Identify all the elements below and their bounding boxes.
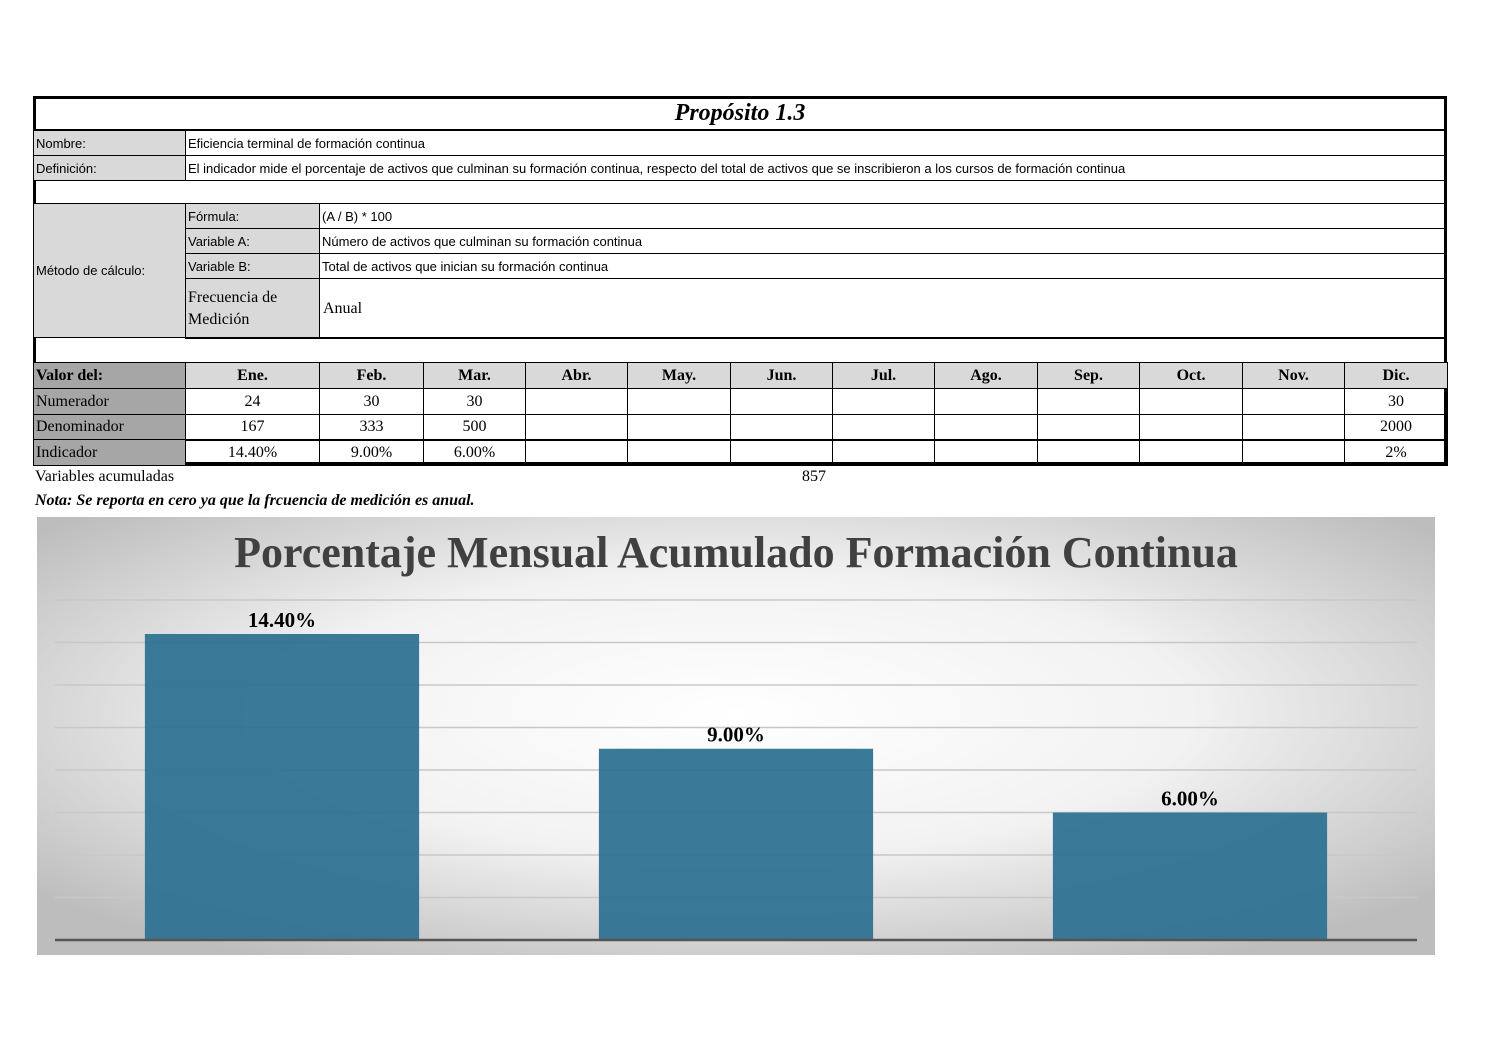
method-row-value: Número de activos que culminan su formac… xyxy=(319,228,1447,254)
blank-row xyxy=(33,337,1447,363)
method-row-value: Anual xyxy=(319,278,1447,339)
values-header: Valor del: xyxy=(33,362,186,389)
info-label: Nombre: xyxy=(33,130,186,156)
value-cell xyxy=(1139,413,1243,441)
value-cell: 167 xyxy=(185,413,320,441)
month-header: Dic. xyxy=(1344,362,1448,389)
value-cell xyxy=(627,388,731,415)
value-cell xyxy=(1242,388,1345,415)
row-label: Denominador xyxy=(33,413,186,441)
value-cell xyxy=(1242,413,1345,441)
value-cell xyxy=(627,413,731,441)
value-cell xyxy=(1037,413,1140,441)
value-cell xyxy=(1139,388,1243,415)
row-label: Numerador xyxy=(33,388,186,415)
value-cell: 6.00% xyxy=(423,439,526,467)
method-row-label: Fórmula: xyxy=(185,203,320,229)
value-cell: 14.40% xyxy=(185,439,320,467)
value-cell xyxy=(832,388,935,415)
month-header: Abr. xyxy=(525,362,628,389)
value-cell: 30 xyxy=(319,388,424,415)
value-cell xyxy=(934,439,1038,467)
accumulated-value: 857 xyxy=(802,468,826,485)
value-cell: 30 xyxy=(1344,388,1448,415)
info-value: Eficiencia terminal de formación continu… xyxy=(185,130,1447,156)
month-header: Oct. xyxy=(1139,362,1243,389)
value-cell xyxy=(934,413,1038,441)
month-header: Feb. xyxy=(319,362,424,389)
month-header: Ago. xyxy=(934,362,1038,389)
info-value: El indicador mide el porcentaje de activ… xyxy=(185,155,1447,181)
x-tick-label: MAR xyxy=(1169,953,1213,955)
value-cell xyxy=(1037,388,1140,415)
method-row-value: (A / B) * 100 xyxy=(319,203,1447,229)
method-row-label: Variable B: xyxy=(185,253,320,279)
x-tick-label: ENE xyxy=(263,953,300,955)
value-cell xyxy=(627,439,731,467)
data-label: 9.00% xyxy=(707,723,765,747)
data-label: 6.00% xyxy=(1161,786,1219,810)
value-cell xyxy=(730,388,833,415)
value-cell: 500 xyxy=(423,413,526,441)
value-cell xyxy=(525,413,628,441)
month-header: Jul. xyxy=(832,362,935,389)
method-row-label: Frecuencia de Medición xyxy=(185,278,320,339)
value-cell xyxy=(832,439,935,467)
bar xyxy=(144,634,420,940)
accumulated-label: Variables acumuladas xyxy=(35,468,175,485)
blank-row xyxy=(33,180,1447,204)
value-cell: 9.00% xyxy=(319,439,424,467)
value-cell xyxy=(1242,439,1345,467)
value-cell xyxy=(730,413,833,441)
x-tick-label: FEB xyxy=(718,953,753,955)
value-cell: 2000 xyxy=(1344,413,1448,441)
chart-title: Porcentaje Mensual Acumulado Formación C… xyxy=(234,528,1238,577)
value-cell xyxy=(730,439,833,467)
info-label: Definición: xyxy=(33,155,186,181)
value-cell: 24 xyxy=(185,388,320,415)
month-header: Jun. xyxy=(730,362,833,389)
value-cell: 30 xyxy=(423,388,526,415)
month-header: Mar. xyxy=(423,362,526,389)
month-header: May. xyxy=(627,362,731,389)
month-header: Ene. xyxy=(185,362,320,389)
bar xyxy=(1052,812,1328,940)
value-cell xyxy=(525,439,628,467)
bar xyxy=(598,748,874,940)
month-header: Sep. xyxy=(1037,362,1140,389)
value-cell xyxy=(832,413,935,441)
data-label: 14.40% xyxy=(248,608,316,632)
method-label: Método de cálculo: xyxy=(33,203,186,338)
chart: Porcentaje Mensual Acumulado Formación C… xyxy=(37,517,1435,955)
table-title: Propósito 1.3 xyxy=(33,96,1447,130)
value-cell xyxy=(525,388,628,415)
value-cell xyxy=(1139,439,1243,467)
note: Nota: Se reporta en cero ya que la frcue… xyxy=(35,492,475,509)
month-header: Nov. xyxy=(1242,362,1345,389)
value-cell: 2% xyxy=(1344,439,1448,467)
row-label: Indicador xyxy=(33,439,186,467)
method-row-label: Variable A: xyxy=(185,228,320,254)
method-row-value: Total de activos que inician su formació… xyxy=(319,253,1447,279)
value-cell xyxy=(934,388,1038,415)
value-cell: 333 xyxy=(319,413,424,441)
value-cell xyxy=(1037,439,1140,467)
